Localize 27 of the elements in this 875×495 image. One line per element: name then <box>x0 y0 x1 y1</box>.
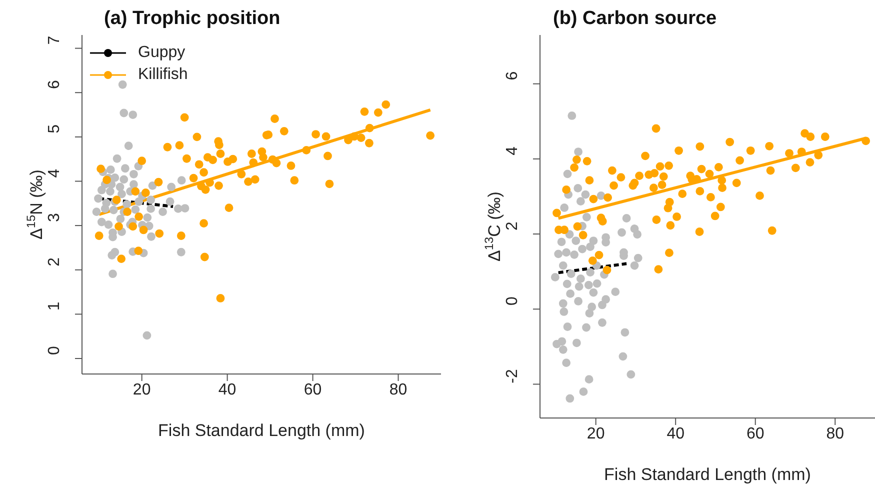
y-tick-label: 7 <box>46 36 63 45</box>
y-tick-label: -2 <box>504 368 521 384</box>
chart-title: (b) Carbon source <box>553 8 717 30</box>
y-tick-label: 2 <box>46 257 63 266</box>
chart-title: (a) Trophic position <box>104 8 280 30</box>
x-axis-title: Fish Standard Length (mm) <box>158 421 365 440</box>
y-tick-label: 5 <box>46 124 63 134</box>
y-tick-label: 2 <box>504 221 521 230</box>
x-axis-title: Fish Standard Length (mm) <box>604 465 811 484</box>
legend-label: Guppy <box>138 43 186 63</box>
y-tick-label: 3 <box>46 213 63 222</box>
x-tick-label: 60 <box>304 381 322 398</box>
y-tick-label: 1 <box>46 302 63 311</box>
x-tick-label: 80 <box>389 381 408 398</box>
legend-label: Killifish <box>138 65 188 85</box>
x-tick-label: 80 <box>826 425 844 442</box>
x-tick-label: 40 <box>218 381 236 398</box>
y-tick-label: 6 <box>46 80 63 90</box>
y-tick-label: 4 <box>46 168 63 178</box>
y-tick-label: 0 <box>504 296 521 306</box>
y-tick-label: 0 <box>46 346 63 355</box>
x-tick-label: 20 <box>586 425 605 442</box>
x-tick-label: 20 <box>132 381 151 398</box>
x-tick-label: 40 <box>666 425 685 442</box>
x-tick-label: 60 <box>746 425 764 442</box>
y-tick-label: 4 <box>504 146 521 156</box>
y-tick-label: 6 <box>504 71 521 80</box>
